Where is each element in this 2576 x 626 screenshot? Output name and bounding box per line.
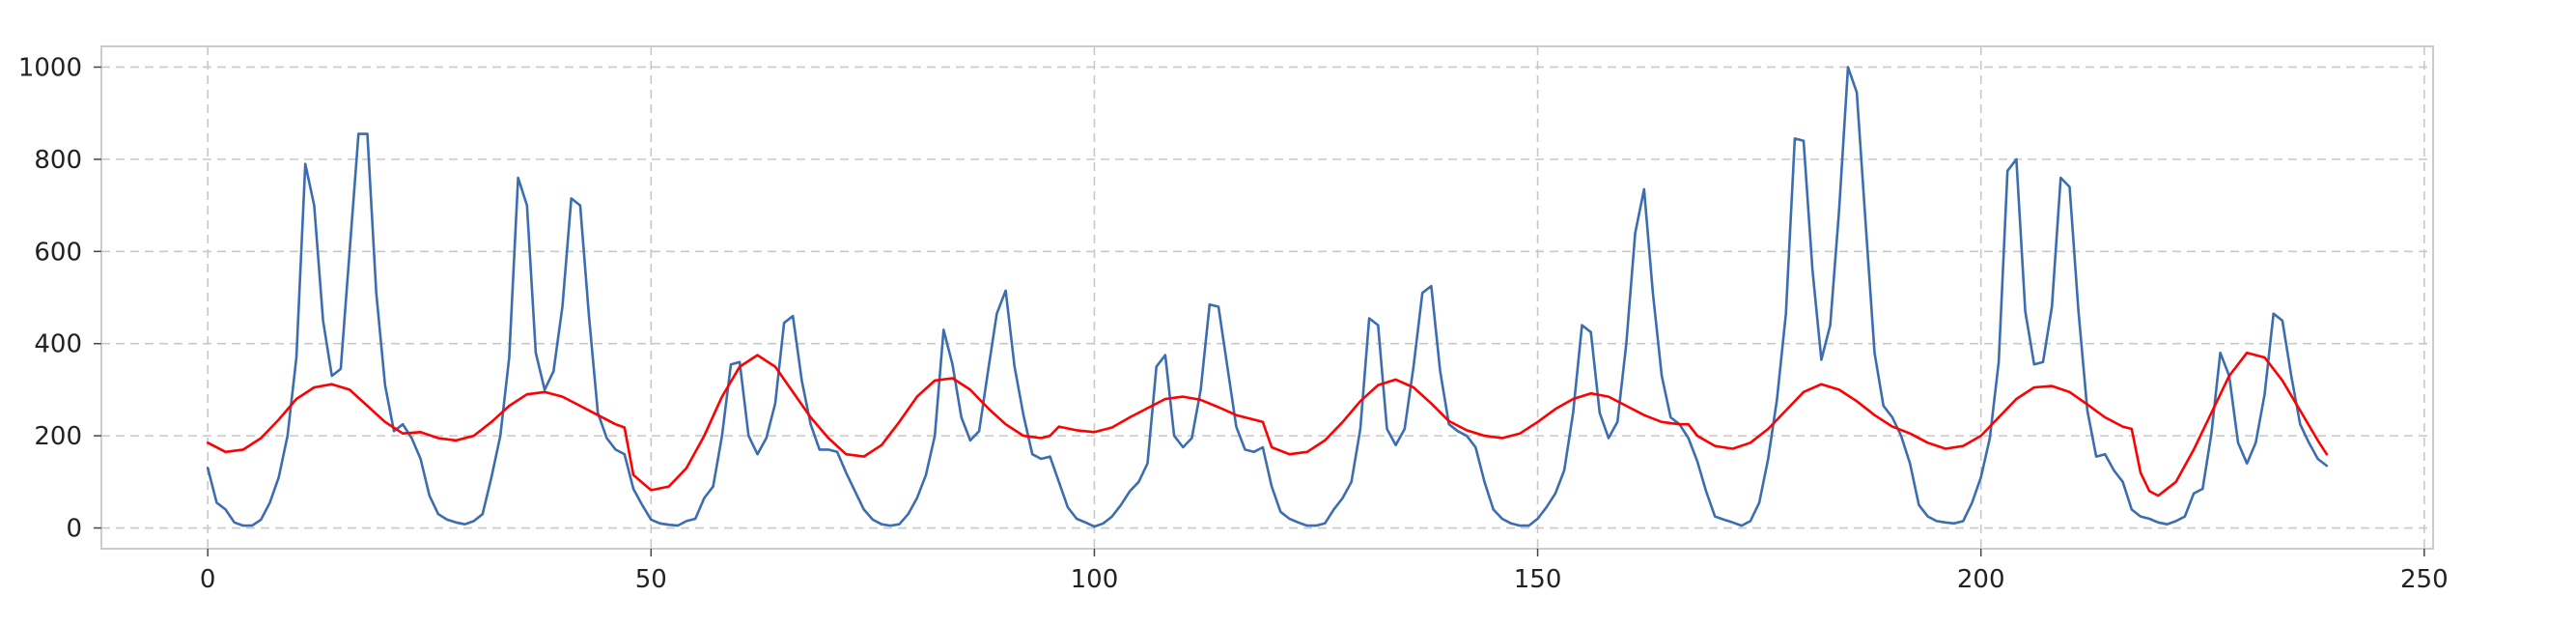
y-tick-label: 1000 [18, 53, 82, 82]
x-axis-ticks: 0 50 100 150 200 250 [200, 549, 2449, 594]
series-line-1 [206, 66, 2329, 528]
series-group [206, 66, 2329, 528]
y-axis-ticks: 0 200 400 600 800 1000 [18, 53, 101, 544]
y-tick-label: 400 [34, 330, 82, 359]
series-line-2 [206, 351, 2329, 498]
y-tick-label: 0 [66, 515, 82, 544]
grid-lines [101, 46, 2433, 549]
y-tick-label: 800 [34, 146, 82, 175]
x-tick-label: 250 [2400, 565, 2449, 594]
x-tick-label: 0 [200, 565, 216, 594]
y-tick-label: 200 [34, 422, 82, 451]
plot-frame [100, 45, 2434, 550]
y-tick-label: 600 [34, 238, 82, 267]
x-tick-label: 200 [1957, 565, 2005, 594]
x-tick-label: 100 [1071, 565, 1119, 594]
x-tick-label: 150 [1514, 565, 1562, 594]
x-tick-label: 50 [635, 565, 667, 594]
